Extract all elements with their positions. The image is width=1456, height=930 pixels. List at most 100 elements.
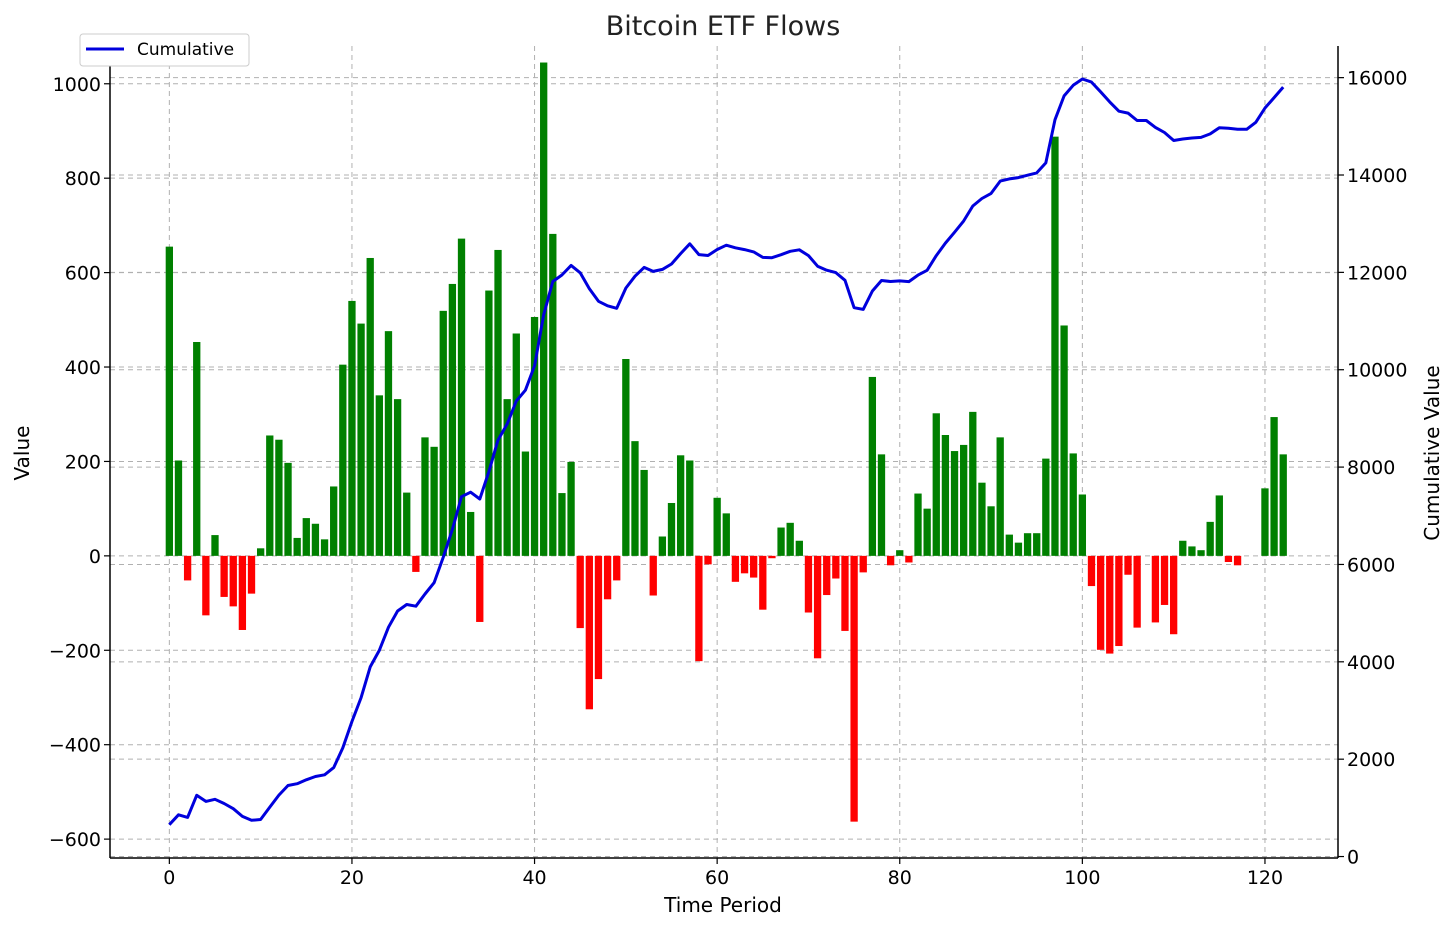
bar bbox=[713, 497, 721, 556]
bar bbox=[850, 555, 858, 822]
y-tick-label: −400 bbox=[49, 735, 101, 757]
bar bbox=[1270, 417, 1278, 556]
y-tick-label: −600 bbox=[49, 829, 101, 851]
bar bbox=[1014, 542, 1023, 556]
bar bbox=[1224, 555, 1233, 562]
bar bbox=[211, 535, 219, 556]
y2-tick-label: 14000 bbox=[1347, 165, 1407, 187]
x-tick-label: 100 bbox=[1064, 867, 1100, 889]
x-tick-label: 40 bbox=[522, 867, 546, 889]
bar bbox=[686, 460, 694, 556]
bar bbox=[311, 523, 320, 556]
y-tick-label: −200 bbox=[49, 640, 101, 662]
x-axis-label: Time Period bbox=[663, 893, 782, 917]
bar bbox=[457, 238, 466, 556]
x-tick-label: 20 bbox=[340, 867, 364, 889]
bar bbox=[512, 333, 520, 556]
bar bbox=[1060, 325, 1068, 556]
bar bbox=[750, 555, 758, 578]
y-tick-label: 1000 bbox=[53, 74, 101, 96]
x-tick-label: 0 bbox=[163, 867, 175, 889]
y-tick-label: 800 bbox=[65, 168, 101, 190]
bar bbox=[804, 555, 813, 613]
bar bbox=[960, 444, 968, 556]
bar bbox=[421, 437, 429, 556]
bar bbox=[1106, 555, 1114, 654]
bar bbox=[603, 555, 612, 600]
bar bbox=[978, 482, 986, 556]
bar bbox=[868, 376, 877, 556]
bar bbox=[293, 537, 301, 556]
legend-label: Cumulative bbox=[137, 40, 234, 60]
bar bbox=[1087, 555, 1096, 587]
bar bbox=[1115, 555, 1123, 647]
bar bbox=[1261, 488, 1269, 556]
bar bbox=[594, 555, 603, 680]
bar bbox=[448, 283, 457, 556]
y2-axis-label: Cumulative Value bbox=[1420, 365, 1444, 540]
bar bbox=[1188, 546, 1196, 556]
bar bbox=[1197, 550, 1205, 556]
bar bbox=[549, 233, 557, 556]
bar bbox=[896, 550, 904, 556]
bar bbox=[1069, 453, 1077, 556]
bar bbox=[1124, 555, 1132, 575]
grid-lines bbox=[110, 46, 1338, 858]
y2-tick-label: 0 bbox=[1347, 847, 1359, 869]
bar bbox=[302, 518, 310, 556]
bar bbox=[1078, 494, 1087, 556]
bar bbox=[877, 454, 886, 556]
bar bbox=[558, 493, 566, 556]
bar bbox=[1096, 555, 1105, 650]
bar bbox=[174, 460, 183, 556]
bar bbox=[1042, 458, 1050, 556]
bar bbox=[193, 342, 201, 556]
bar bbox=[275, 439, 283, 556]
bar bbox=[238, 555, 247, 630]
bar bbox=[941, 435, 950, 556]
bar bbox=[393, 399, 402, 556]
bar bbox=[695, 555, 703, 662]
y-tick-label: 200 bbox=[65, 451, 101, 473]
bar bbox=[339, 364, 347, 556]
bar bbox=[832, 555, 840, 579]
bar bbox=[585, 555, 593, 710]
bar bbox=[777, 527, 785, 556]
x-tick-label: 60 bbox=[705, 867, 729, 889]
bar bbox=[613, 555, 621, 581]
y-axis-label: Value bbox=[10, 426, 34, 481]
bar bbox=[202, 555, 210, 616]
bar bbox=[987, 506, 995, 556]
bar bbox=[622, 358, 630, 556]
chart-title: Bitcoin ETF Flows bbox=[606, 11, 841, 42]
bar bbox=[1160, 555, 1169, 605]
y2-tick-label: 8000 bbox=[1347, 457, 1395, 479]
bar bbox=[658, 536, 667, 556]
bar bbox=[466, 511, 475, 556]
bar bbox=[813, 555, 822, 659]
bar bbox=[886, 555, 895, 566]
bar bbox=[1151, 555, 1160, 623]
bar-series bbox=[165, 62, 1287, 822]
bar bbox=[375, 395, 383, 556]
bar bbox=[567, 461, 575, 556]
bar bbox=[229, 555, 237, 607]
bar bbox=[1005, 534, 1013, 556]
bar bbox=[403, 492, 411, 556]
y2-tick-label: 2000 bbox=[1347, 749, 1395, 771]
y-tick-label: 400 bbox=[65, 357, 101, 379]
cumulative-line bbox=[168, 77, 1285, 826]
bar bbox=[996, 437, 1004, 556]
bar bbox=[823, 555, 831, 596]
tick-labels: 0 20 40 60 80 100 120 −600 −400 −200 0 200 400 600 800… bbox=[49, 68, 1408, 889]
bar bbox=[330, 486, 338, 556]
bar bbox=[412, 555, 420, 572]
bar bbox=[859, 555, 867, 573]
bar bbox=[795, 540, 803, 556]
bar bbox=[969, 411, 977, 556]
x-tick-label: 120 bbox=[1247, 867, 1283, 889]
bar bbox=[430, 446, 438, 556]
bar bbox=[932, 413, 940, 556]
bar bbox=[1033, 533, 1041, 556]
